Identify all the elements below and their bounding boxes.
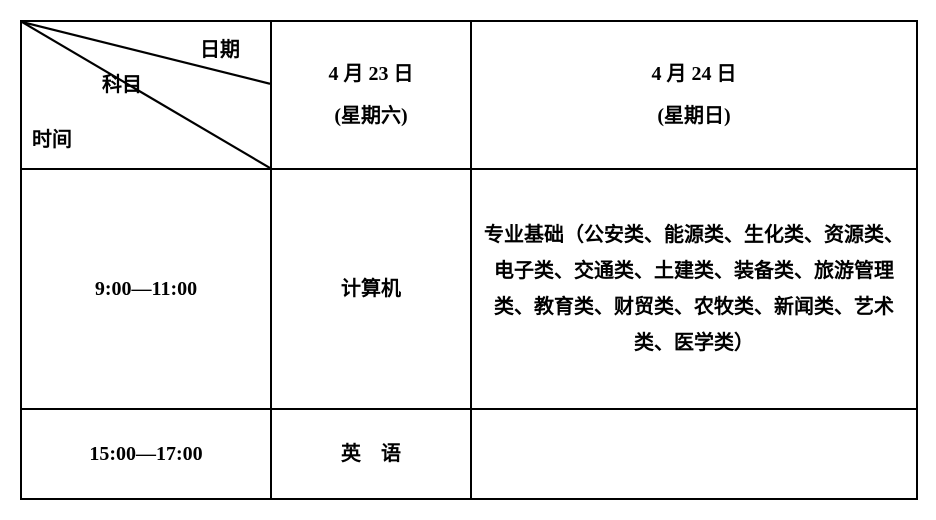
subject-cell-2-2 bbox=[471, 409, 917, 499]
subject-cell-1-2: 专业基础（公安类、能源类、生化类、资源类、电子类、交通类、土建类、装备类、旅游管… bbox=[471, 169, 917, 409]
header-date-col-2: 4 月 24 日 (星期日) bbox=[471, 21, 917, 169]
diagonal-date-label: 日期 bbox=[200, 32, 240, 68]
diagonal-header-cell: 日期 科目 时间 bbox=[21, 21, 271, 169]
header-date-1: 4 月 23 日 bbox=[282, 56, 460, 92]
table-row: 15:00—17:00 英 语 bbox=[21, 409, 917, 499]
header-date-col-1: 4 月 23 日 (星期六) bbox=[271, 21, 471, 169]
subject-cell-2-1: 英 语 bbox=[271, 409, 471, 499]
header-weekday-2: (星期日) bbox=[482, 98, 906, 134]
header-row: 日期 科目 时间 4 月 23 日 (星期六) 4 月 24 日 (星期日) bbox=[21, 21, 917, 169]
time-cell-1: 9:00—11:00 bbox=[21, 169, 271, 409]
header-date-2: 4 月 24 日 bbox=[482, 56, 906, 92]
diagonal-subject-label: 科目 bbox=[102, 67, 142, 103]
header-weekday-1: (星期六) bbox=[282, 98, 460, 134]
time-cell-2: 15:00—17:00 bbox=[21, 409, 271, 499]
exam-schedule-table: 日期 科目 时间 4 月 23 日 (星期六) 4 月 24 日 (星期日) 9… bbox=[20, 20, 918, 500]
subject-cell-1-1: 计算机 bbox=[271, 169, 471, 409]
diagonal-time-label: 时间 bbox=[32, 122, 72, 158]
table-row: 9:00—11:00 计算机 专业基础（公安类、能源类、生化类、资源类、电子类、… bbox=[21, 169, 917, 409]
